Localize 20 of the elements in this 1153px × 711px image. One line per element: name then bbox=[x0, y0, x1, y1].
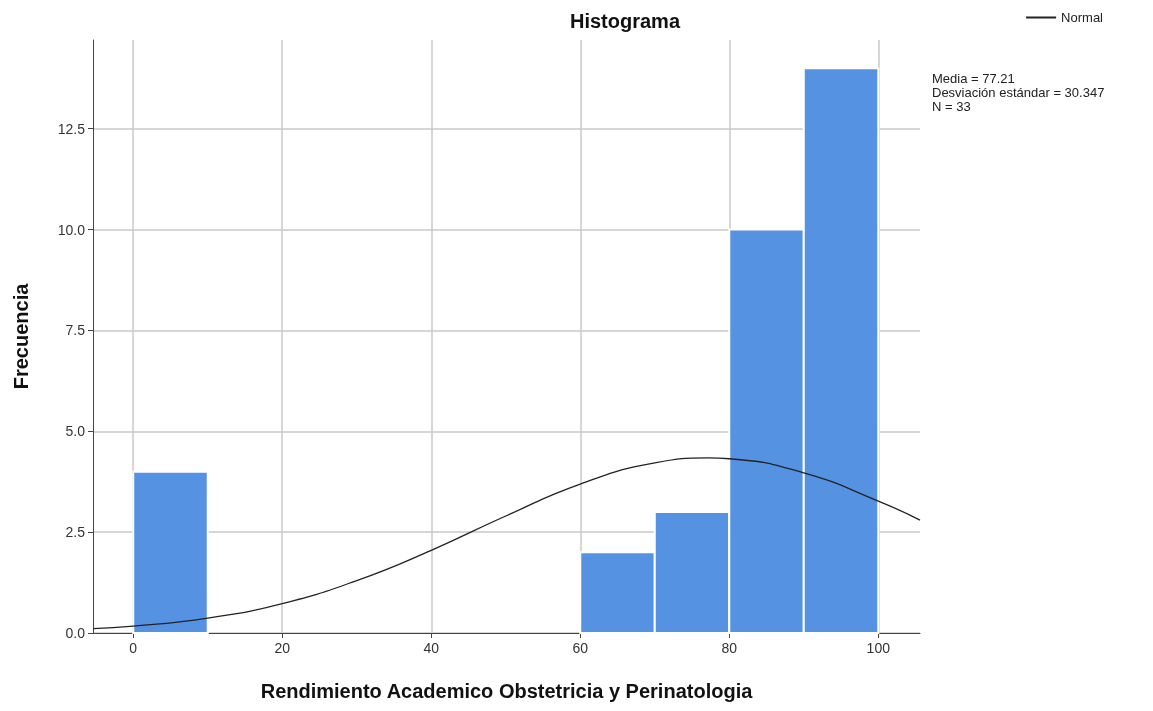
text: N = 33 bbox=[932, 99, 971, 114]
y-tick-label: 5.0 bbox=[65, 423, 86, 440]
line-series bbox=[92, 457, 921, 630]
y-tick-label: 2.5 bbox=[65, 524, 86, 541]
y-tick-label: 7.5 bbox=[65, 322, 86, 339]
y-axis-title: Frecuencia bbox=[10, 282, 32, 390]
x-tick-label: 0 bbox=[129, 640, 138, 656]
x-axis-title: Rendimiento Academico Obstetricia y Perinatologia bbox=[260, 680, 754, 702]
x-tick-label: 40 bbox=[423, 640, 440, 656]
text: Media = 77.21 bbox=[932, 71, 1015, 86]
x-tick-label: 20 bbox=[274, 640, 291, 656]
x-tick-label: 80 bbox=[721, 640, 738, 656]
y-tick-label: 12.5 bbox=[57, 120, 86, 137]
chart-title: Histograma bbox=[569, 10, 681, 32]
x-tick-label: 100 bbox=[866, 640, 891, 656]
y-tick-label: 10.0 bbox=[57, 221, 86, 238]
legend-label: Normal bbox=[1061, 10, 1104, 25]
x-tick-label: 60 bbox=[572, 640, 589, 656]
text: Desviación estándar = 30.347 bbox=[932, 85, 1105, 100]
y-tick-label: 0.0 bbox=[65, 625, 86, 641]
